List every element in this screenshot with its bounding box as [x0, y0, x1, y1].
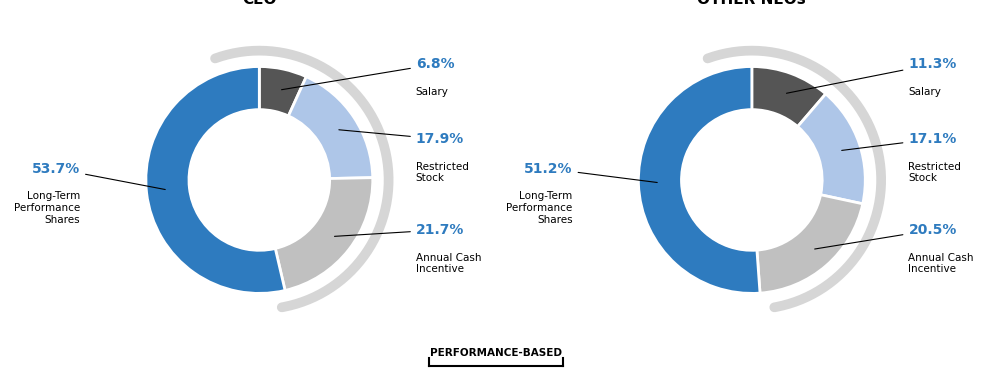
Text: 20.5%: 20.5%: [814, 223, 956, 249]
Text: PERFORMANCE-BASED: PERFORMANCE-BASED: [430, 348, 562, 358]
Text: 21.7%: 21.7%: [334, 223, 464, 237]
Wedge shape: [146, 66, 285, 293]
Text: Long-Term
Performance
Shares: Long-Term Performance Shares: [506, 191, 572, 225]
Wedge shape: [276, 178, 373, 290]
Text: Salary: Salary: [909, 87, 941, 97]
Wedge shape: [639, 66, 760, 293]
Title: OTHER NEOs: OTHER NEOs: [697, 0, 806, 7]
Text: Annual Cash
Incentive: Annual Cash Incentive: [416, 253, 481, 274]
Wedge shape: [752, 66, 825, 126]
Wedge shape: [259, 66, 307, 116]
Title: CEO: CEO: [242, 0, 277, 7]
Text: Restricted
Stock: Restricted Stock: [416, 162, 469, 183]
Text: Salary: Salary: [416, 87, 448, 97]
Wedge shape: [289, 77, 373, 178]
Text: 17.1%: 17.1%: [841, 132, 956, 151]
Text: 51.2%: 51.2%: [524, 162, 658, 183]
Text: Restricted
Stock: Restricted Stock: [909, 162, 961, 183]
Wedge shape: [798, 94, 865, 204]
Text: 11.3%: 11.3%: [787, 57, 956, 93]
Text: 17.9%: 17.9%: [339, 130, 464, 146]
Circle shape: [188, 110, 329, 250]
Text: 53.7%: 53.7%: [32, 162, 166, 189]
Text: 6.8%: 6.8%: [282, 57, 454, 90]
Text: Annual Cash
Incentive: Annual Cash Incentive: [909, 253, 974, 274]
Wedge shape: [757, 195, 863, 293]
Circle shape: [682, 110, 822, 250]
Text: Long-Term
Performance
Shares: Long-Term Performance Shares: [14, 191, 80, 225]
